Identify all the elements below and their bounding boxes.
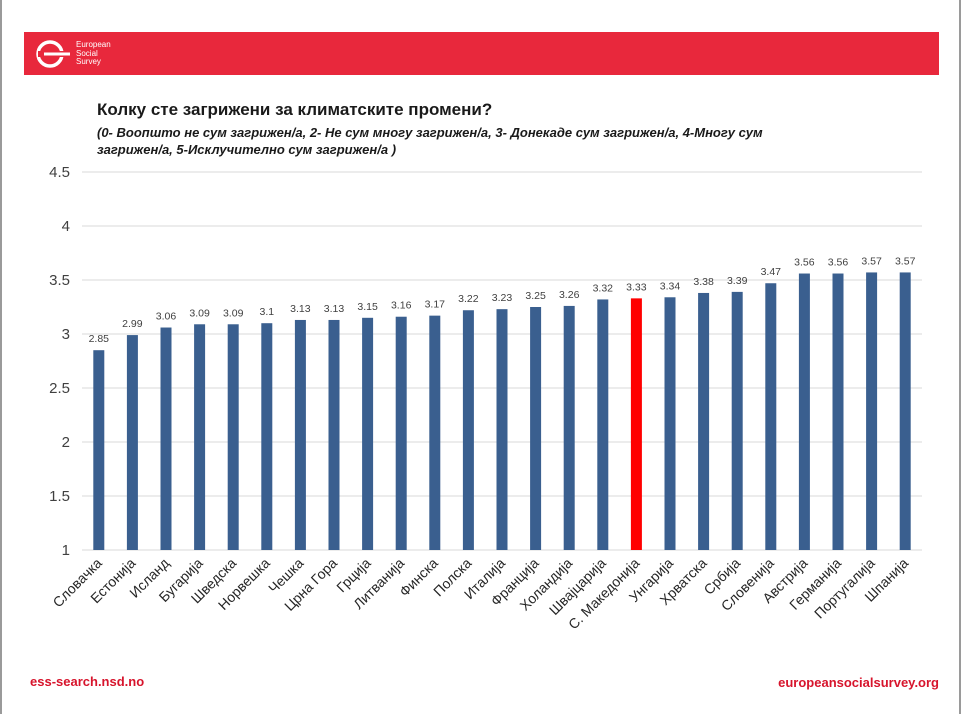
bar [496, 309, 508, 550]
bar [832, 273, 844, 550]
chart-subtitle: (0- Воопшто не сум загрижен/а, 2- Не сум… [97, 125, 763, 157]
ess-website-link[interactable]: europeansocialsurvey.org [778, 675, 939, 690]
data-label: 3.57 [895, 255, 916, 267]
bar [597, 299, 609, 550]
header-banner: European Social Survey [24, 32, 939, 75]
data-label: 3.17 [425, 299, 446, 311]
chart-title: Колку сте загрижени за климатските проме… [97, 100, 493, 119]
bar [93, 350, 105, 550]
data-label: 3.13 [290, 303, 311, 315]
bar [194, 324, 206, 550]
bar [395, 316, 407, 550]
bar [126, 335, 138, 550]
data-label: 3.25 [525, 290, 546, 302]
data-label: 3.32 [593, 282, 614, 294]
y-tick-label: 1 [62, 542, 70, 559]
y-tick-label: 1.5 [49, 488, 70, 505]
left-border [0, 0, 2, 714]
data-label: 3.09 [223, 307, 244, 319]
y-tick-label: 4 [62, 218, 70, 235]
bar [630, 298, 642, 550]
data-label: 3.16 [391, 300, 412, 312]
data-label: 3.26 [559, 289, 580, 301]
y-tick-label: 3.5 [49, 272, 70, 289]
bar [731, 291, 743, 550]
data-label: 3.38 [693, 276, 714, 288]
data-label: 3.1 [259, 306, 274, 318]
bar [899, 272, 911, 550]
ess-logo-icon [36, 40, 70, 68]
bar [294, 319, 306, 550]
bar [227, 324, 239, 550]
bar [664, 297, 676, 550]
data-label: 2.99 [122, 318, 143, 330]
data-label: 3.13 [324, 303, 345, 315]
data-label: 3.56 [828, 257, 849, 269]
y-tick-label: 2 [62, 434, 70, 451]
ess-logo: European Social Survey [34, 38, 154, 70]
bar [328, 319, 340, 550]
bar [563, 305, 575, 550]
bar [429, 315, 441, 550]
ess-search-link[interactable]: ess-search.nsd.no [30, 674, 145, 689]
bar [362, 317, 374, 550]
bar [160, 327, 172, 550]
bar [798, 273, 810, 550]
y-tick-label: 3 [62, 326, 70, 343]
logo-line-3: Survey [76, 57, 101, 66]
data-label: 3.23 [492, 292, 513, 304]
bar [765, 283, 777, 550]
data-label: 3.15 [357, 301, 378, 313]
bar [866, 272, 878, 550]
bar [462, 310, 474, 550]
bar [698, 292, 710, 550]
data-label: 3.39 [727, 275, 748, 287]
ess-logo-text: European Social Survey [76, 40, 111, 67]
logo-line-1: European [76, 40, 111, 49]
data-label: 3.57 [861, 255, 882, 267]
y-tick-label: 2.5 [49, 380, 70, 397]
bar [261, 323, 273, 550]
logo-line-2: Social [76, 48, 98, 58]
data-label: 3.09 [189, 307, 210, 319]
bar [530, 307, 542, 550]
data-label: 3.33 [626, 281, 647, 293]
data-label: 3.34 [660, 280, 681, 292]
data-label: 3.47 [761, 266, 782, 278]
data-label: 3.22 [458, 293, 479, 305]
y-tick-label: 4.5 [49, 164, 70, 181]
right-border [959, 0, 961, 714]
data-label: 2.85 [89, 333, 110, 345]
data-label: 3.06 [156, 311, 177, 323]
data-label: 3.56 [794, 257, 815, 269]
